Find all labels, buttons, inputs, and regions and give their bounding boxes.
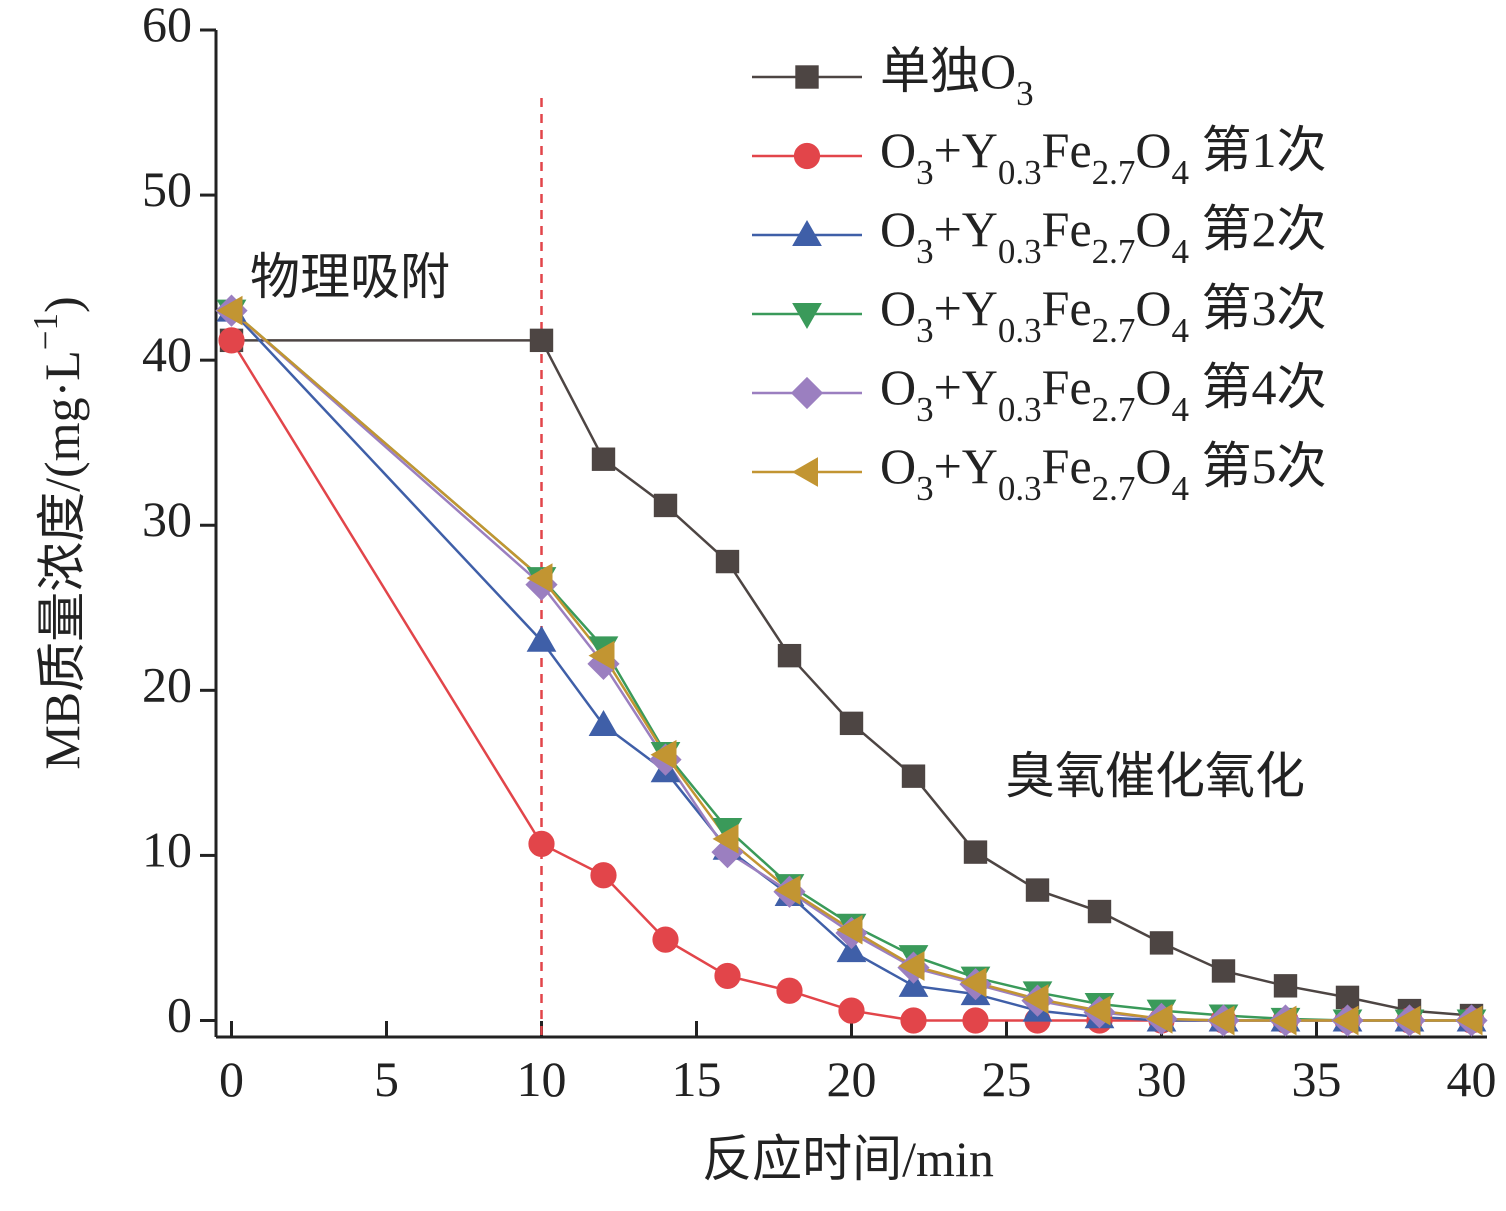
data-point (590, 862, 617, 889)
x-tick-label: 40 (1447, 1051, 1497, 1107)
legend-label: O3+Y0.3Fe2.7O4 第3次 (880, 280, 1327, 349)
legend-marker (792, 303, 822, 330)
data-point (1025, 878, 1050, 902)
data-point (1394, 1005, 1421, 1036)
y-tick-label: 30 (142, 492, 192, 548)
data-point (714, 962, 741, 990)
legend-label: O3+Y0.3Fe2.7O4 第4次 (880, 359, 1327, 428)
data-point (1084, 995, 1111, 1026)
data-point (1149, 931, 1174, 955)
annotation: 臭氧催化氧化 (1005, 748, 1305, 804)
data-point (526, 563, 553, 593)
x-axis-title: 反应时间/min (702, 1131, 994, 1187)
data-point (898, 970, 929, 997)
data-point (962, 1007, 989, 1034)
legend-marker (791, 457, 818, 487)
data-point (1087, 899, 1112, 924)
data-point (836, 936, 867, 963)
legend-marker (793, 142, 821, 170)
data-point (650, 739, 677, 770)
x-tick-label: 30 (1137, 1051, 1187, 1107)
data-point (839, 711, 864, 736)
legend-label: O3+Y0.3Fe2.7O4 第1次 (880, 122, 1327, 191)
data-point (591, 447, 616, 471)
data-point (528, 830, 555, 857)
data-point (774, 875, 801, 905)
x-tick-label: 5 (374, 1051, 399, 1107)
data-point (963, 840, 988, 864)
legend-marker (795, 65, 819, 89)
data-point (1208, 1005, 1235, 1036)
legend-marker (792, 219, 822, 246)
data-point (1146, 1003, 1173, 1034)
y-tick-label: 50 (142, 162, 192, 218)
data-point (1332, 1005, 1359, 1036)
y-tick-label: 0 (167, 987, 192, 1043)
data-point (529, 328, 554, 353)
data-point (900, 1007, 927, 1034)
legend-label: O3+Y0.3Fe2.7O4 第2次 (880, 201, 1327, 270)
data-point (1211, 959, 1236, 983)
data-point (1022, 984, 1049, 1014)
legend-label: O3+Y0.3Fe2.7O4 第5次 (880, 438, 1327, 507)
x-tick-label: 0 (219, 1051, 244, 1107)
data-point (960, 967, 987, 998)
data-point (218, 327, 245, 354)
annotation: 物理吸附 (250, 249, 450, 305)
legend-label: 单独O3 (880, 43, 1034, 112)
y-tick-label: 40 (142, 327, 192, 383)
data-point (901, 764, 926, 788)
data-point (1270, 1005, 1297, 1036)
x-tick-label: 20 (827, 1051, 877, 1107)
data-point (715, 549, 740, 574)
data-point (836, 914, 863, 945)
data-point (588, 709, 619, 736)
x-tick-label: 15 (672, 1051, 722, 1107)
data-point (1456, 1005, 1483, 1036)
data-point (898, 951, 925, 981)
data-point (1273, 974, 1298, 998)
y-tick-label: 10 (142, 822, 192, 878)
data-point (838, 997, 865, 1024)
y-axis-title: MB质量浓度/(mg·L−1) (26, 296, 91, 769)
data-point (652, 926, 679, 953)
data-point (653, 493, 678, 518)
data-point (776, 977, 803, 1004)
data-point (777, 643, 802, 668)
x-tick-label: 10 (517, 1051, 567, 1107)
y-tick-label: 20 (142, 657, 192, 713)
legend-marker (790, 376, 824, 410)
x-tick-label: 35 (1292, 1051, 1342, 1107)
data-point (216, 295, 243, 326)
y-tick-label: 60 (142, 0, 192, 52)
data-point (588, 640, 615, 671)
x-tick-label: 25 (982, 1051, 1032, 1107)
data-point (712, 824, 739, 854)
data-point (526, 625, 557, 652)
